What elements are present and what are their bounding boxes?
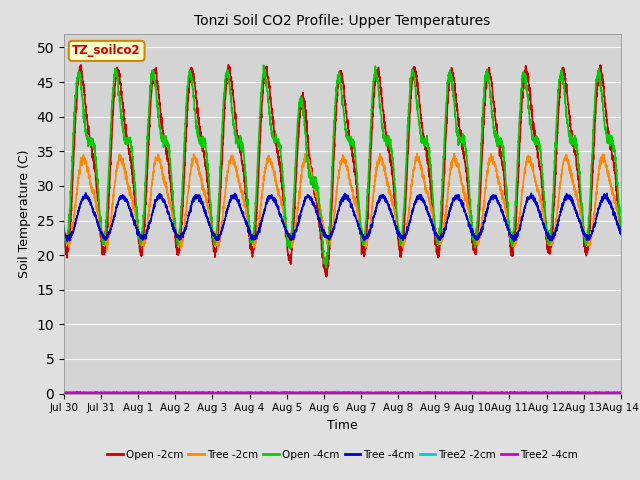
Open -2cm [606,146,614,152]
Open -4cm [298,98,306,104]
Tree2 -4cm [617,390,625,396]
Open -4cm [617,228,625,234]
Open -4cm [274,141,282,146]
Open -4cm [547,229,554,235]
Line: Open -2cm: Open -2cm [64,65,621,276]
Tree2 -4cm [124,390,132,396]
Tree -2cm [60,225,68,230]
Line: Tree -2cm: Tree -2cm [64,154,621,249]
Open -2cm [225,62,232,68]
Tree -4cm [60,226,68,231]
Tree -4cm [606,202,614,208]
Tree -2cm [547,238,554,244]
Tree2 -4cm [547,390,554,396]
Tree -4cm [274,205,282,211]
Open -2cm [274,147,282,153]
Legend: Open -2cm, Tree -2cm, Open -4cm, Tree -4cm, Tree2 -2cm, Tree2 -4cm: Open -2cm, Tree -2cm, Open -4cm, Tree -4… [102,445,582,464]
X-axis label: Time: Time [327,419,358,432]
Open -2cm [157,113,164,119]
Tree -2cm [157,162,164,168]
Open -4cm [157,132,164,137]
Open -2cm [323,274,330,279]
Tree -2cm [274,188,282,193]
Title: Tonzi Soil CO2 Profile: Upper Temperatures: Tonzi Soil CO2 Profile: Upper Temperatur… [195,14,490,28]
Open -2cm [298,98,306,104]
Line: Tree2 -2cm: Tree2 -2cm [64,391,621,394]
Tree -2cm [124,181,132,187]
Tree -2cm [104,246,111,252]
Tree2 -2cm [606,389,614,395]
Text: TZ_soilco2: TZ_soilco2 [72,44,141,58]
Tree2 -4cm [60,390,68,396]
Open -4cm [323,265,330,271]
Open -2cm [60,236,68,241]
Tree2 -2cm [298,390,306,396]
Tree2 -2cm [100,388,108,394]
Tree -2cm [298,171,306,177]
Tree2 -2cm [617,390,625,396]
Line: Tree2 -4cm: Tree2 -4cm [64,392,621,394]
Line: Tree -4cm: Tree -4cm [64,193,621,241]
Line: Open -4cm: Open -4cm [64,65,621,268]
Open -2cm [124,142,131,148]
Open -4cm [606,132,614,138]
Tree2 -4cm [73,389,81,395]
Tree -2cm [606,178,614,184]
Tree2 -2cm [268,391,276,396]
Tree -4cm [547,236,554,242]
Tree2 -2cm [124,390,132,396]
Tree2 -2cm [274,390,282,396]
Tree2 -4cm [274,390,282,396]
Tree -2cm [413,151,421,156]
Tree -4cm [298,206,306,212]
Tree -4cm [617,231,625,237]
Tree -4cm [510,239,518,244]
Open -4cm [124,135,131,141]
Tree2 -4cm [298,390,306,396]
Tree -2cm [617,226,625,231]
Tree2 -2cm [547,389,554,395]
Y-axis label: Soil Temperature (C): Soil Temperature (C) [18,149,31,278]
Tree2 -4cm [194,391,202,397]
Tree2 -2cm [60,389,68,395]
Open -4cm [260,62,268,68]
Tree2 -4cm [157,390,164,396]
Open -2cm [547,251,554,257]
Open -2cm [617,230,625,236]
Open -4cm [60,223,68,229]
Tree -4cm [82,190,90,196]
Tree -4cm [157,195,164,201]
Tree2 -4cm [606,390,614,396]
Tree2 -2cm [157,390,164,396]
Tree -4cm [124,199,132,205]
